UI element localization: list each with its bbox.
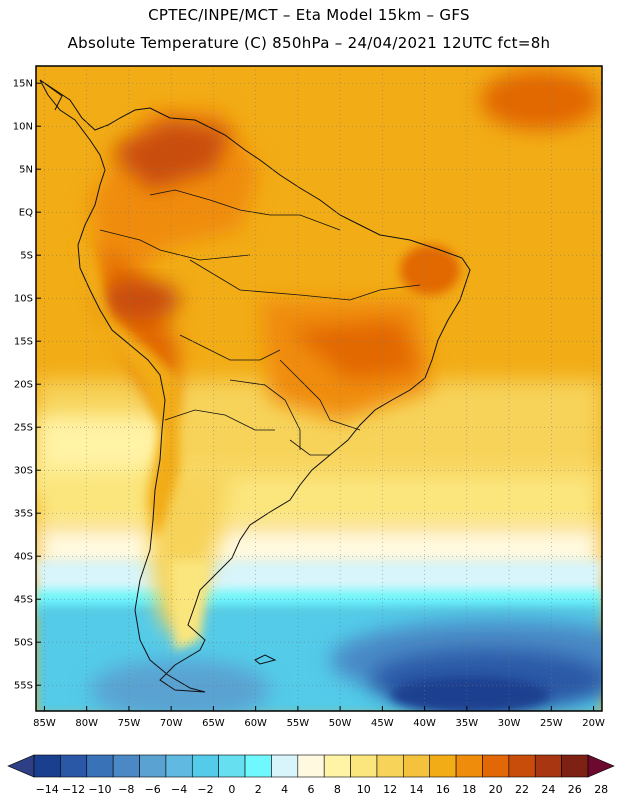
colorbar-label: 0 — [228, 783, 235, 796]
lat-tick-label: 25S — [14, 423, 33, 434]
colorbar-swatch — [403, 754, 431, 778]
colorbar-label: 22 — [515, 783, 529, 796]
colorbar-label: −6 — [145, 783, 161, 796]
lon-tick-label: 80W — [75, 718, 98, 729]
colorbar-swatch — [33, 754, 61, 778]
colorbar-label: 28 — [594, 783, 608, 796]
colorbar-labels: −14 −12 −10 −8 −6 −4 −2 0 2 4 6 8 10 12 14 16 18 20 22 24 26… — [36, 783, 609, 796]
colorbar-swatch — [534, 754, 562, 778]
colorbar-label: −14 — [36, 783, 59, 796]
lat-tick-label: 40S — [14, 552, 33, 563]
colorbar-swatch — [165, 754, 193, 778]
colorbar-label: 8 — [334, 783, 341, 796]
lon-tick-label: 65W — [202, 718, 225, 729]
longitude-axis: 85W 80W 75W 70W 65W 60W 55W 50W 45W 40W 35W 30W 25W 2… — [33, 706, 605, 729]
colorbar-label: −12 — [62, 783, 85, 796]
lon-tick-label: 60W — [244, 718, 267, 729]
colorbar-label: 16 — [436, 783, 450, 796]
lon-tick-label: 40W — [413, 718, 436, 729]
lon-tick-label: 20W — [582, 718, 605, 729]
colorbar-swatch — [86, 754, 114, 778]
colorbar-under-arrow — [7, 754, 35, 778]
colorbar-label: 4 — [281, 783, 288, 796]
colorbar-label: 20 — [489, 783, 503, 796]
lat-tick-label: 50S — [14, 638, 33, 649]
colorbar-label: 14 — [410, 783, 424, 796]
colorbar-swatch — [323, 754, 351, 778]
lat-tick-label: 5S — [20, 251, 33, 262]
colorbar-swatch — [508, 754, 536, 778]
colorbar-swatch — [429, 754, 457, 778]
map-title: CPTEC/INPE/MCT – Eta Model 15km – GFS — [148, 6, 470, 24]
lat-tick-label: 20S — [14, 380, 33, 391]
colorbar-label: 26 — [568, 783, 582, 796]
country-borders — [99, 189, 421, 456]
colorbar-swatch — [561, 754, 589, 778]
lon-tick-label: 30W — [498, 718, 521, 729]
colorbar-swatch — [297, 754, 325, 778]
latitude-axis: 15N 10N 5N EQ 5S 10S 15S 20S 25S 30S 35S 40S 45S 50S 5… — [13, 79, 41, 692]
coastlines — [39, 79, 471, 693]
colorbar-swatch — [191, 754, 219, 778]
colorbar-label: 18 — [462, 783, 476, 796]
colorbar-label: −8 — [118, 783, 134, 796]
colorbar — [7, 754, 615, 778]
lat-tick-label: 30S — [14, 466, 33, 477]
map-subtitle: Absolute Temperature (C) 850hPa – 24/04/… — [67, 34, 551, 52]
lat-tick-label: EQ — [19, 208, 33, 219]
colorbar-label: 2 — [255, 783, 262, 796]
colorbar-swatch — [376, 754, 404, 778]
colorbar-label: −2 — [197, 783, 213, 796]
lon-tick-label: 75W — [118, 718, 141, 729]
colorbar-label: 24 — [541, 783, 555, 796]
colorbar-swatch — [112, 754, 140, 778]
lat-tick-label: 45S — [14, 595, 33, 606]
lat-tick-label: 10N — [13, 122, 33, 133]
lat-tick-label: 10S — [14, 294, 33, 305]
lon-tick-label: 55W — [287, 718, 310, 729]
lon-tick-label: 85W — [33, 718, 56, 729]
colorbar-label: 12 — [383, 783, 397, 796]
colorbar-over-arrow — [587, 754, 615, 778]
lon-tick-label: 25W — [540, 718, 563, 729]
colorbar-swatch — [271, 754, 299, 778]
colorbar-swatch — [350, 754, 378, 778]
temperature-field — [36, 66, 602, 711]
colorbar-swatch — [455, 754, 483, 778]
colorbar-swatch — [244, 754, 272, 778]
lat-tick-label: 5N — [19, 165, 33, 176]
lon-tick-label: 35W — [456, 718, 479, 729]
colorbar-swatch — [60, 754, 88, 778]
colorbar-label: −4 — [171, 783, 187, 796]
colorbar-label: 6 — [308, 783, 315, 796]
lat-tick-label: 55S — [14, 681, 33, 692]
lat-tick-label: 35S — [14, 509, 33, 520]
colorbar-swatch — [218, 754, 246, 778]
lat-tick-label: 15N — [13, 79, 33, 90]
colorbar-label: −10 — [88, 783, 111, 796]
lon-tick-label: 50W — [329, 718, 352, 729]
lat-tick-label: 15S — [14, 337, 33, 348]
lon-tick-label: 45W — [371, 718, 394, 729]
colorbar-swatch — [482, 754, 510, 778]
colorbar-swatch — [139, 754, 167, 778]
colorbar-label: 10 — [357, 783, 371, 796]
map-frame — [35, 65, 603, 712]
lon-tick-label: 70W — [160, 718, 183, 729]
